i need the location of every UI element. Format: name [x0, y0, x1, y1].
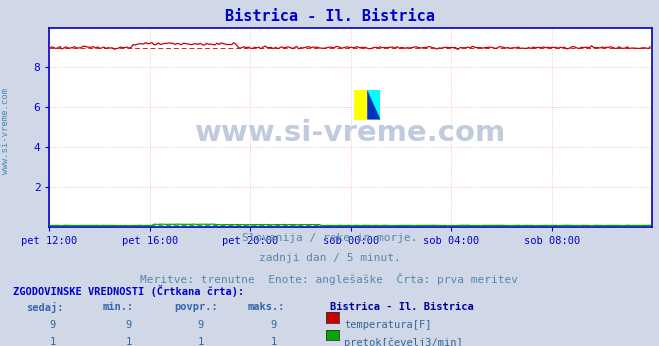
Text: Slovenija / reke in morje.: Slovenija / reke in morje. [242, 233, 417, 243]
Text: 9: 9 [198, 320, 204, 330]
Text: 9: 9 [49, 320, 56, 330]
Text: Bistrica - Il. Bistrica: Bistrica - Il. Bistrica [225, 9, 434, 24]
Text: povpr.:: povpr.: [175, 302, 218, 312]
Text: maks.:: maks.: [247, 302, 285, 312]
Text: 1: 1 [49, 337, 56, 346]
Text: ZGODOVINSKE VREDNOSTI (Črtkana črta):: ZGODOVINSKE VREDNOSTI (Črtkana črta): [13, 285, 244, 298]
Text: sedaj:: sedaj: [26, 302, 64, 313]
Text: 1: 1 [270, 337, 277, 346]
Text: zadnji dan / 5 minut.: zadnji dan / 5 minut. [258, 253, 401, 263]
Text: www.si-vreme.com: www.si-vreme.com [1, 89, 10, 174]
Text: 9: 9 [270, 320, 277, 330]
Text: temperatura[F]: temperatura[F] [344, 320, 432, 330]
Text: Bistrica - Il. Bistrica: Bistrica - Il. Bistrica [330, 302, 473, 312]
Text: min.:: min.: [102, 302, 133, 312]
Text: 1: 1 [125, 337, 132, 346]
Bar [354, 90, 367, 120]
Text: pretok[čevelj3/min]: pretok[čevelj3/min] [344, 337, 463, 346]
Text: 1: 1 [198, 337, 204, 346]
Text: 9: 9 [125, 320, 132, 330]
Text: Meritve: trenutne  Enote: anglešaške  Črta: prva meritev: Meritve: trenutne Enote: anglešaške Črta… [140, 273, 519, 285]
Text: www.si-vreme.com: www.si-vreme.com [195, 119, 507, 147]
Polygon shape [367, 90, 380, 120]
Polygon shape [367, 90, 380, 120]
